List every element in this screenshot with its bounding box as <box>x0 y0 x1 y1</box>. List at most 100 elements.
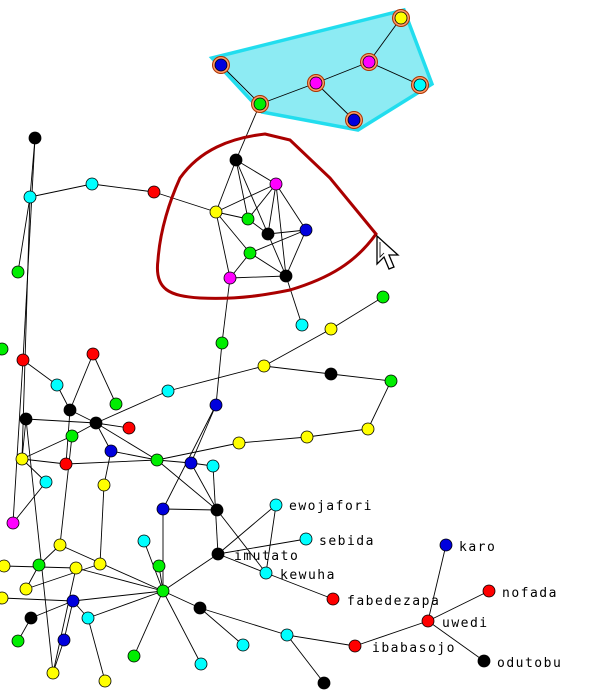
graph-node-blue[interactable] <box>104 444 118 458</box>
graph-node-red[interactable] <box>86 347 100 361</box>
graph-node-cyan[interactable] <box>295 318 309 332</box>
graph-node-yellow[interactable] <box>98 674 112 688</box>
graph-node-green[interactable] <box>156 584 170 598</box>
graph-node-blue[interactable] <box>439 538 453 552</box>
graph-node-yellow[interactable] <box>46 666 60 680</box>
graph-node-black[interactable] <box>24 611 38 625</box>
graph-node-red[interactable] <box>348 639 362 653</box>
graph-node-blue[interactable] <box>214 58 228 72</box>
graph-node-yellow[interactable] <box>69 561 83 575</box>
graph-node-black[interactable] <box>229 153 243 167</box>
graph-node-black[interactable] <box>63 403 77 417</box>
graph-node-cyan[interactable] <box>413 78 427 92</box>
graph-node-cyan[interactable] <box>50 378 64 392</box>
graph-node-blue[interactable] <box>156 502 170 516</box>
graph-node-magenta[interactable] <box>362 55 376 69</box>
graph-node-cyan[interactable] <box>206 459 220 473</box>
graph-edge <box>92 353 117 405</box>
graph-node-magenta[interactable] <box>6 516 20 530</box>
graph-node-yellow[interactable] <box>209 205 223 219</box>
graph-node-black[interactable] <box>19 412 33 426</box>
graph-node-blue[interactable] <box>209 398 223 412</box>
graph-edge <box>162 553 219 592</box>
graph-node-green[interactable] <box>152 559 166 573</box>
graph-edge <box>99 484 105 565</box>
graph-edge <box>285 229 307 277</box>
graph-node-green[interactable] <box>384 374 398 388</box>
graph-node-black[interactable] <box>317 676 331 690</box>
graph-edge <box>162 508 218 511</box>
graph-node-cyan[interactable] <box>39 475 53 489</box>
graph-edge <box>215 211 231 279</box>
graph-edge <box>190 462 218 511</box>
graph-node-cyan[interactable] <box>299 532 313 546</box>
graph-node-red[interactable] <box>482 584 496 598</box>
graph-node-black[interactable] <box>193 601 207 615</box>
graph-node-blue[interactable] <box>66 594 80 608</box>
graph-node-green[interactable] <box>241 212 255 226</box>
graph-edge <box>22 359 58 386</box>
graph-node-yellow[interactable] <box>93 557 107 571</box>
graph-node-magenta[interactable] <box>223 271 237 285</box>
graph-node-yellow[interactable] <box>232 436 246 450</box>
graph-node-green[interactable] <box>376 290 390 304</box>
graph-node-cyan[interactable] <box>236 638 250 652</box>
graph-node-red[interactable] <box>59 457 73 471</box>
graph-node-yellow[interactable] <box>97 478 111 492</box>
graph-edge <box>95 422 158 461</box>
graph-node-red[interactable] <box>122 421 136 435</box>
graph-node-red[interactable] <box>147 185 161 199</box>
graph-node-blue[interactable] <box>184 456 198 470</box>
graph-node-black[interactable] <box>324 367 338 381</box>
graph-node-black[interactable] <box>28 131 42 145</box>
graph-node-cyan[interactable] <box>81 611 95 625</box>
graph-node-red[interactable] <box>326 592 340 606</box>
graph-node-magenta[interactable] <box>309 76 323 90</box>
graph-node-blue[interactable] <box>347 113 361 127</box>
graph-node-black[interactable] <box>210 503 224 517</box>
graph-node-cyan[interactable] <box>259 566 273 580</box>
graph-node-yellow[interactable] <box>361 422 375 436</box>
graph-node-yellow[interactable] <box>324 322 338 336</box>
graph-node-green[interactable] <box>215 336 229 350</box>
graph-node-yellow[interactable] <box>0 559 11 573</box>
graph-node-red[interactable] <box>16 353 30 367</box>
graph-node-yellow[interactable] <box>19 582 33 596</box>
graph-node-blue[interactable] <box>57 633 71 647</box>
graph-node-green[interactable] <box>253 97 267 111</box>
graph-node-cyan[interactable] <box>269 498 283 512</box>
graph-node-red[interactable] <box>421 614 435 628</box>
graph-node-green[interactable] <box>0 342 9 356</box>
graph-node-cyan[interactable] <box>161 384 175 398</box>
graph-node-cyan[interactable] <box>280 628 294 642</box>
graph-node-green[interactable] <box>127 649 141 663</box>
graph-node-black[interactable] <box>211 547 225 561</box>
graph-node-green[interactable] <box>109 397 123 411</box>
graph-node-green[interactable] <box>243 246 257 260</box>
graph-node-yellow[interactable] <box>0 591 9 605</box>
graph-node-magenta[interactable] <box>269 177 283 191</box>
graph-node-green[interactable] <box>11 265 25 279</box>
graph-node-cyan[interactable] <box>85 177 99 191</box>
graph-edge <box>22 137 36 361</box>
graph-node-yellow[interactable] <box>53 538 67 552</box>
graph-node-cyan[interactable] <box>194 657 208 671</box>
node-label-odutobu: odutobu <box>497 656 562 671</box>
graph-node-green[interactable] <box>11 634 25 648</box>
graph-node-yellow[interactable] <box>300 430 314 444</box>
graph-node-green[interactable] <box>32 558 46 572</box>
graph-edge <box>427 544 447 622</box>
graph-node-blue[interactable] <box>299 223 313 237</box>
graph-node-yellow[interactable] <box>394 11 408 25</box>
graph-node-yellow[interactable] <box>15 452 29 466</box>
graph-node-yellow[interactable] <box>257 359 271 373</box>
graph-node-black[interactable] <box>261 227 275 241</box>
graph-node-green[interactable] <box>65 429 79 443</box>
graph-node-black[interactable] <box>279 269 293 283</box>
graph-node-black[interactable] <box>477 654 491 668</box>
graph-node-black[interactable] <box>89 416 103 430</box>
graph-node-cyan[interactable] <box>137 534 151 548</box>
graph-node-green[interactable] <box>150 453 164 467</box>
graph-node-cyan[interactable] <box>23 190 37 204</box>
